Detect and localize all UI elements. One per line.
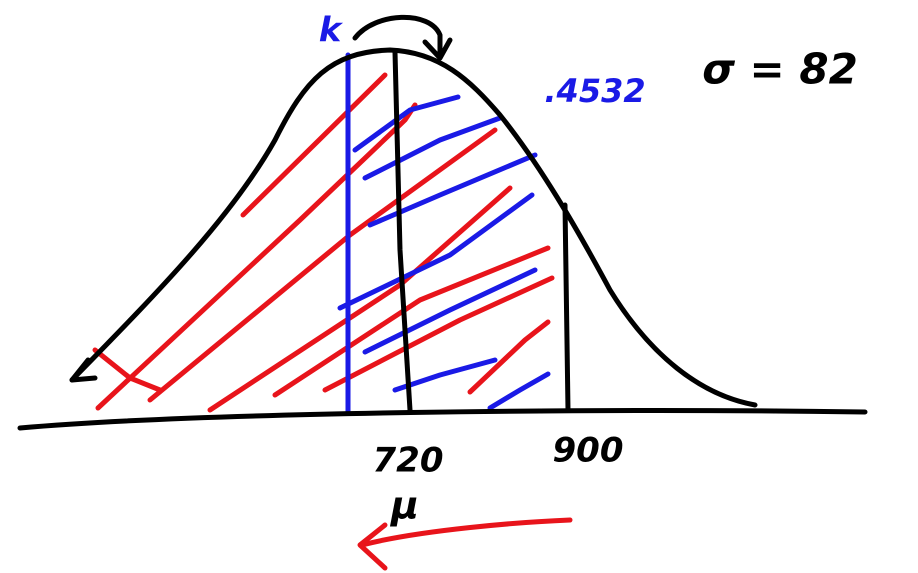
page: k .4532 σ = 82 720 900 μ (() => { const … (0, 0, 918, 573)
sketch: k .4532 σ = 82 720 900 μ (0, 0, 918, 573)
mean-value-label: 720 (373, 441, 444, 481)
sigma-label: σ = 82 (702, 45, 858, 94)
k-label: k (319, 11, 344, 51)
blue-hatching (340, 55, 548, 413)
mean-line (395, 52, 410, 410)
mean-symbol: μ (389, 484, 419, 528)
x-axis (20, 411, 865, 428)
hatch-line (355, 97, 458, 150)
arrow-head (360, 525, 385, 568)
value-line (565, 205, 568, 410)
x-value-label: 900 (553, 431, 624, 471)
hatch-line (98, 105, 415, 408)
red-hatching (95, 75, 570, 568)
hatch-line (275, 248, 548, 395)
hatch-line (150, 130, 495, 400)
probability-label: .4532 (544, 72, 645, 110)
hatch-line (490, 374, 548, 408)
